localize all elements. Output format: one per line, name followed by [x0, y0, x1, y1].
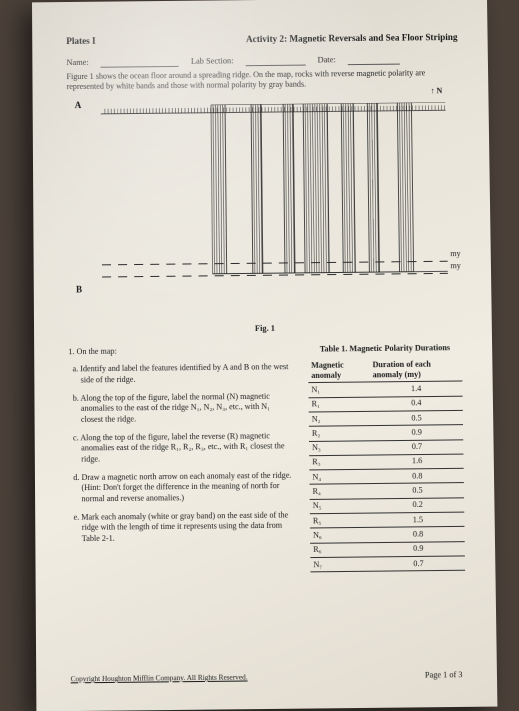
table-row: N₂0.5 [309, 410, 463, 426]
label-my2: my [450, 261, 460, 271]
content-columns: 1. On the map: a. Identify and label the… [68, 343, 465, 575]
copyright: Copyright Houghton Mifflin Company. All … [71, 673, 248, 684]
label-my1: my [450, 249, 460, 259]
table-title: Table 1. Magnetic Polarity Durations [308, 343, 462, 355]
table-row: N₆0.8 [310, 527, 465, 543]
table-row: R₃1.6 [309, 454, 464, 470]
page-number: Page 1 of 3 [425, 670, 463, 681]
q1e: e. Mark each anomaly (white or gray band… [70, 510, 294, 545]
table-row: R₅1.5 [310, 512, 465, 528]
label-B: B [76, 284, 82, 295]
label-name: Name: [66, 57, 88, 68]
table-row: N₇0.7 [310, 556, 465, 572]
table-row: R₂0.9 [309, 425, 463, 441]
figure-svg [87, 102, 448, 283]
figure-1: A N B my my [73, 98, 456, 326]
questions: 1. On the map: a. Identify and label the… [68, 344, 294, 575]
table-row: N₅0.2 [310, 498, 465, 514]
figure-description: Figure 1 shows the ocean floor around a … [66, 68, 458, 92]
blank-date[interactable] [348, 54, 400, 65]
worksheet-page: Plates I Activity 2: Magnetic Reversals … [32, 0, 497, 711]
q1a: a. Identify and label the features ident… [68, 362, 292, 386]
label-A: A [75, 100, 82, 111]
blank-name[interactable] [101, 56, 179, 67]
table-row: R₁0.4 [308, 396, 462, 412]
table-column: Table 1. Magnetic Polarity Durations Mag… [308, 343, 465, 573]
table-row: R₆0.9 [310, 541, 465, 557]
blank-lab[interactable] [245, 55, 305, 66]
table-row: N₃0.7 [309, 439, 464, 455]
table-row: N₄0.8 [309, 468, 464, 484]
q1-lead: 1. On the map: [68, 344, 291, 357]
col-anomaly: Magnetic anomaly [308, 358, 370, 383]
polarity-table: Magnetic anomaly Duration of each anomal… [308, 357, 465, 572]
q1d: d. Draw a magnetic north arrow on each a… [69, 470, 293, 505]
label-lab: Lab Section: [191, 56, 234, 67]
table-row: N₁1.4 [308, 381, 462, 397]
q1c: c. Along the top of the figure, label th… [69, 431, 293, 466]
header-right: Activity 2: Magnetic Reversals and Sea F… [246, 32, 458, 46]
header: Plates I Activity 2: Magnetic Reversals … [66, 32, 457, 48]
q1b: b. Along the top of the figure, label th… [69, 391, 293, 426]
header-left: Plates I [66, 36, 95, 48]
table-row: R₄0.5 [309, 483, 464, 499]
name-row: Name: Lab Section: Date: [66, 53, 458, 68]
label-date: Date: [318, 55, 336, 66]
col-duration: Duration of each anomaly (my) [369, 357, 462, 382]
north-arrow: N [430, 86, 442, 96]
